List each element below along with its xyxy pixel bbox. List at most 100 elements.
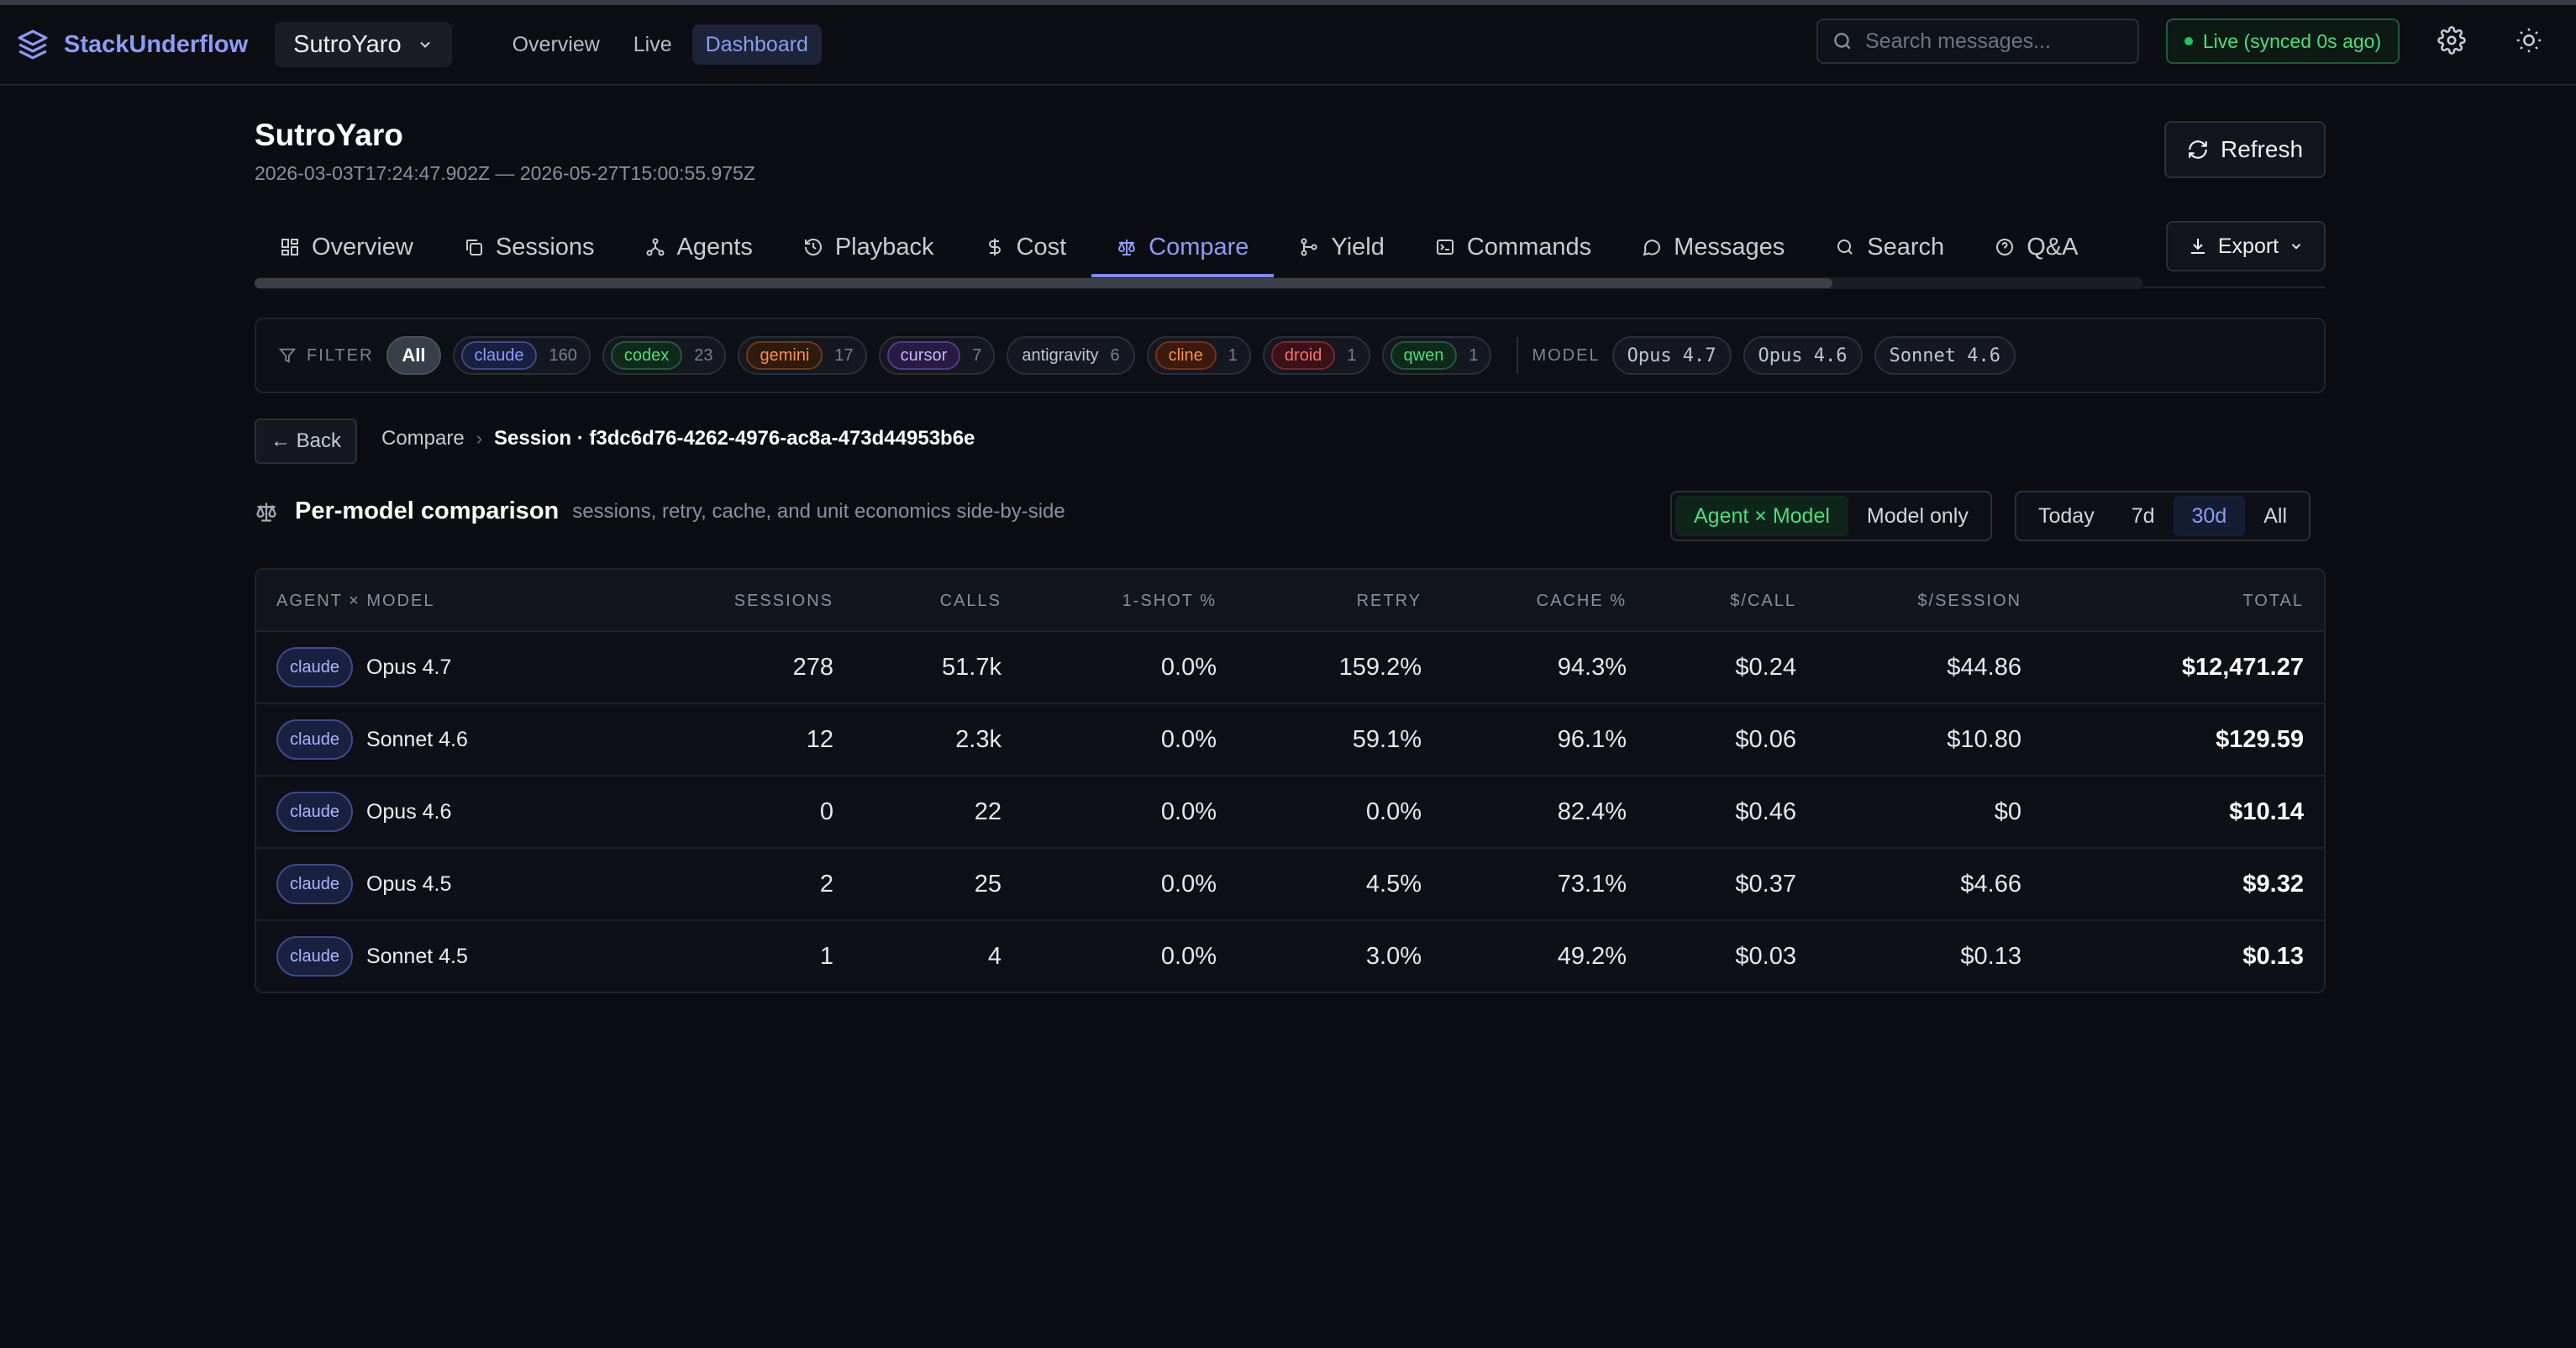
nav-overview[interactable]: Overview [512,32,600,56]
settings-button[interactable] [2435,24,2468,57]
cell-retry: 59.1% [1352,726,1422,753]
col-agent-model[interactable]: AGENT × MODEL [276,592,435,610]
agent-chip-count: 7 [972,345,982,365]
range-toggle: Today 7d 30d All [2015,491,2311,541]
agent-chip-cline[interactable]: cline 1 [1146,336,1251,375]
tab-yield[interactable]: Yield [1274,217,1409,277]
cell-cache: 82.4% [1557,798,1627,825]
model-chip-sonnet-4-6[interactable]: Sonnet 4.6 [1874,336,2016,375]
tab-playback[interactable]: Playback [778,217,959,277]
export-button[interactable]: Export [2166,221,2326,271]
tab-scrollbar-thumb[interactable] [255,278,1832,288]
help-icon [1996,239,2014,255]
tab-label: Cost [1016,233,1067,261]
breadcrumb-compare[interactable]: Compare [381,427,465,450]
terminal-icon [1436,240,1454,255]
search-input[interactable] [1865,29,2134,54]
history-icon [804,239,822,255]
agent-chip-name: droid [1270,341,1336,370]
filter-bar: FILTER All claude 160 codex 23 gemini 17 curso… [255,318,2326,393]
project-selector[interactable]: SutroYaro [275,22,452,67]
refresh-label: Refresh [2220,136,2304,162]
tab-messages[interactable]: Messages [1617,217,1810,277]
col-retry[interactable]: RETRY [1356,592,1422,610]
table-row[interactable]: claude Opus 4.7 278 51.7k 0.0% 159.2% 94.3% $0.… [256,632,2324,704]
tab-compare[interactable]: Compare [1091,217,1275,277]
table-row[interactable]: claude Sonnet 4.6 12 2.3k 0.0% 59.1% 96.1% $0.0… [256,704,2324,777]
cell-total: $129.59 [2216,726,2304,753]
range-7d[interactable]: 7d [2131,503,2155,528]
agent-chip-count: 160 [549,345,577,365]
table-body: claude Opus 4.7 278 51.7k 0.0% 159.2% 94.3% $0.… [256,632,2324,992]
refresh-button[interactable]: Refresh [2164,121,2326,178]
agent-chip-qwen[interactable]: qwen 1 [1381,336,1492,375]
logo[interactable]: StackUnderflow [17,29,248,61]
agent-chip-cursor[interactable]: cursor 7 [878,336,996,375]
filter-all-chip[interactable]: All [386,336,441,375]
cell-total: $12,471.27 [2181,654,2304,681]
col-calls[interactable]: CALLS [939,592,1001,610]
nav-live[interactable]: Live [633,32,672,56]
tab-divider [2143,287,2326,288]
tab-qa[interactable]: Q&A [1969,217,2103,277]
tab-cost[interactable]: Cost [959,217,1092,277]
cell-cache: 73.1% [1557,871,1627,898]
agent-chip-claude[interactable]: claude 160 [452,336,591,375]
range-30d[interactable]: 30d [2173,496,2246,536]
tab-sessions[interactable]: Sessions [439,217,620,277]
col-per-call[interactable]: $/CALL [1730,592,1796,610]
tab-agents[interactable]: Agents [620,217,778,277]
cell-sessions: 2 [819,871,833,898]
model-name: Opus 4.6 [365,799,452,824]
tab-commands[interactable]: Commands [1410,217,1617,277]
model-chip-opus-4-6[interactable]: Opus 4.6 [1743,336,1863,375]
cell-per-call: $0.46 [1735,798,1796,825]
view-toggle: Agent × Model Model only [1670,491,1992,541]
table-row[interactable]: claude Opus 4.6 0 22 0.0% 0.0% 82.4% $0.46 $0 $10… [256,777,2324,849]
col-one-shot[interactable]: 1-SHOT % [1122,592,1217,610]
agent-chip-antigravity[interactable]: antigravity 6 [1007,336,1135,375]
breadcrumb-session: Session · f3dc6d76-4262-4976-ac8a-473d44… [494,427,975,450]
layers-icon [18,29,48,60]
range-all[interactable]: All [2263,503,2288,528]
agent-chip-count: 17 [834,345,854,365]
tab-search[interactable]: Search [1810,217,1969,277]
tab-label: Agents [676,233,753,261]
agent-chip-name: qwen [1390,341,1458,370]
col-cache[interactable]: CACHE % [1536,592,1627,610]
col-per-session[interactable]: $/SESSION [1917,592,2021,610]
nav-dashboard[interactable]: Dashboard [691,24,822,65]
model-chip-opus-4-7[interactable]: Opus 4.7 [1611,336,1732,375]
view-agent-model[interactable]: Agent × Model [1675,496,1848,536]
scale-icon [1118,240,1136,255]
cell-calls: 4 [987,943,1001,970]
model-name: Sonnet 4.6 [365,727,468,751]
top-nav: StackUnderflow SutroYaro Overview Live D… [0,5,2576,86]
col-sessions[interactable]: SESSIONS [733,592,833,610]
cell-oneshot: 0.0% [1160,654,1217,681]
refresh-icon [2189,140,2207,159]
range-today[interactable]: Today [2038,503,2095,528]
cell-sessions: 12 [806,726,833,753]
chevron-down-icon [2291,244,2301,250]
tab-label: Sessions [495,233,595,261]
tab-overview[interactable]: Overview [255,217,439,277]
search-icon [1837,240,1853,255]
live-status-badge[interactable]: Live (synced 0s ago) [2166,18,2400,64]
page-title: SutroYaro [255,118,403,152]
col-total[interactable]: TOTAL [2242,592,2304,610]
table-row[interactable]: claude Opus 4.5 2 25 0.0% 4.5% 73.1% $0.37 $4.66… [256,849,2324,921]
agent-chip-codex[interactable]: codex 23 [602,336,727,375]
search-box[interactable] [1816,18,2139,64]
cell-per-session: $44.86 [1947,654,2021,681]
cell-calls: 2.3k [955,726,1001,753]
theme-toggle-button[interactable] [2512,24,2546,57]
back-button[interactable]: ← Back [255,419,357,464]
agent-chip-droid[interactable]: droid 1 [1262,336,1370,375]
cell-per-call: $0.06 [1735,726,1796,753]
filter-icon [278,348,297,363]
comparison-header: Per-model comparison sessions, retry, ca… [255,498,1065,525]
agent-chip-gemini[interactable]: gemini 17 [738,336,867,375]
table-row[interactable]: claude Sonnet 4.5 1 4 0.0% 3.0% 49.2% $0.03 $0.1… [256,921,2324,992]
view-model-only[interactable]: Model only [1866,503,1969,528]
